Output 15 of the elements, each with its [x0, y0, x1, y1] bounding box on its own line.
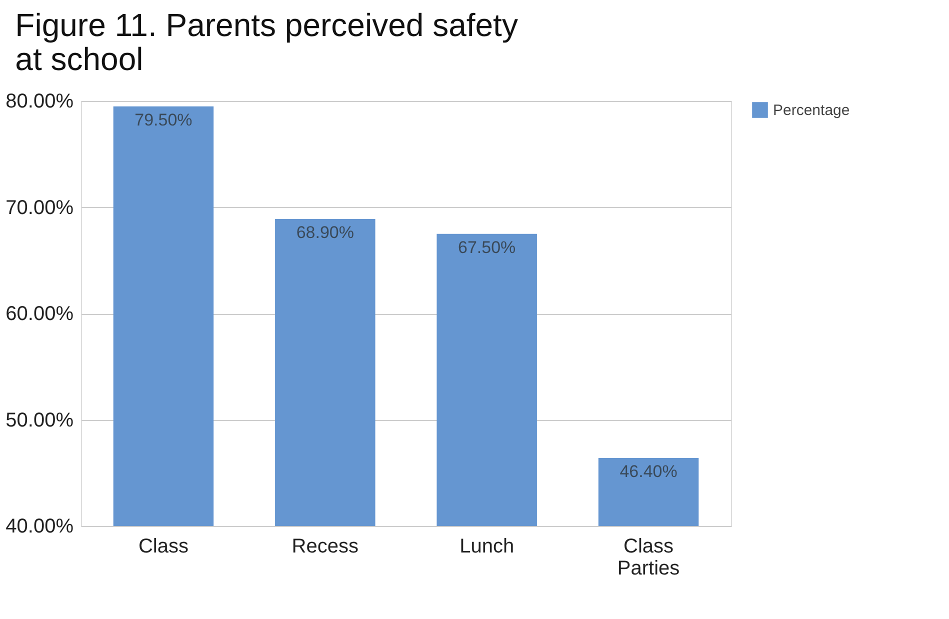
chart-title: Figure 11. Parents perceived safety at school	[15, 7, 518, 77]
data-label: 46.40%	[620, 462, 678, 481]
y-tick-label: 50.00%	[6, 409, 74, 432]
data-label: 67.50%	[458, 238, 516, 257]
x-tick-label: Recess	[292, 536, 359, 558]
x-tick-label: Class	[138, 536, 188, 558]
legend-label: Percentage	[773, 102, 850, 119]
data-label: 79.50%	[134, 110, 192, 130]
y-tick-label: 60.00%	[6, 303, 74, 325]
x-tick-label: Class Parties	[617, 536, 680, 580]
x-tick-label: Lunch	[460, 536, 514, 558]
y-tick-label: 40.00%	[6, 516, 74, 538]
y-tick-label: 70.00%	[6, 196, 74, 219]
y-tick-label: 80.00%	[6, 90, 74, 112]
data-label: 68.90%	[296, 222, 354, 242]
